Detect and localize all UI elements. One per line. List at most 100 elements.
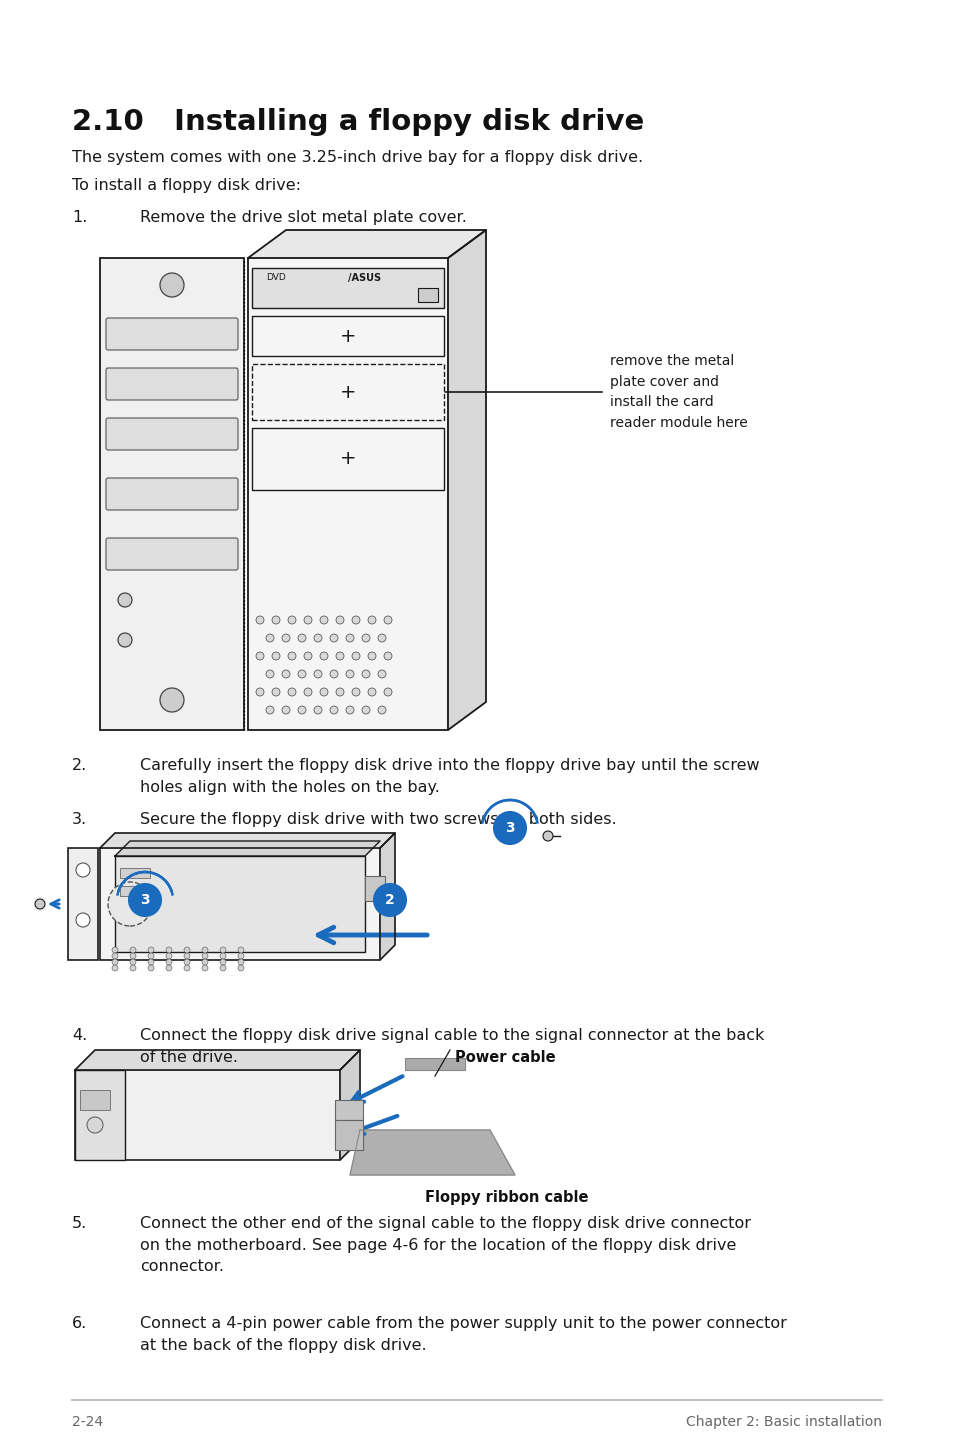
Text: 2: 2 bbox=[385, 893, 395, 907]
Circle shape bbox=[346, 706, 354, 715]
Circle shape bbox=[166, 948, 172, 953]
Text: DVD: DVD bbox=[266, 273, 286, 282]
FancyBboxPatch shape bbox=[252, 364, 443, 420]
Circle shape bbox=[118, 633, 132, 647]
Circle shape bbox=[148, 953, 153, 959]
Circle shape bbox=[319, 615, 328, 624]
FancyBboxPatch shape bbox=[100, 848, 379, 961]
Polygon shape bbox=[448, 230, 485, 731]
Circle shape bbox=[220, 959, 226, 965]
Circle shape bbox=[361, 670, 370, 677]
Text: 1.: 1. bbox=[71, 210, 88, 224]
Circle shape bbox=[112, 965, 118, 971]
Circle shape bbox=[542, 831, 553, 841]
Text: Carefully insert the floppy disk drive into the floppy drive bay until the screw: Carefully insert the floppy disk drive i… bbox=[140, 758, 759, 795]
Text: +: + bbox=[339, 383, 355, 401]
FancyBboxPatch shape bbox=[248, 257, 448, 731]
Circle shape bbox=[368, 615, 375, 624]
Circle shape bbox=[184, 948, 190, 953]
Circle shape bbox=[304, 687, 312, 696]
Text: remove the metal
plate cover and
install the card
reader module here: remove the metal plate cover and install… bbox=[609, 354, 747, 430]
Text: 6.: 6. bbox=[71, 1316, 87, 1332]
Circle shape bbox=[272, 615, 280, 624]
Text: 3: 3 bbox=[140, 893, 150, 907]
Circle shape bbox=[314, 670, 322, 677]
Circle shape bbox=[361, 706, 370, 715]
Text: Secure the floppy disk drive with two screws on both sides.: Secure the floppy disk drive with two sc… bbox=[140, 812, 616, 827]
Circle shape bbox=[266, 670, 274, 677]
Circle shape bbox=[346, 634, 354, 641]
FancyBboxPatch shape bbox=[75, 1070, 339, 1160]
Circle shape bbox=[282, 706, 290, 715]
Polygon shape bbox=[75, 1050, 359, 1070]
Circle shape bbox=[319, 651, 328, 660]
Text: 2.: 2. bbox=[71, 758, 87, 774]
Circle shape bbox=[304, 615, 312, 624]
Polygon shape bbox=[350, 1130, 515, 1175]
Circle shape bbox=[160, 687, 184, 712]
Circle shape bbox=[108, 881, 152, 926]
Circle shape bbox=[76, 913, 90, 928]
Text: Connect the other end of the signal cable to the floppy disk drive connector
on : Connect the other end of the signal cabl… bbox=[140, 1217, 750, 1274]
Circle shape bbox=[368, 687, 375, 696]
Text: Remove the drive slot metal plate cover.: Remove the drive slot metal plate cover. bbox=[140, 210, 466, 224]
Circle shape bbox=[166, 965, 172, 971]
Text: +: + bbox=[339, 326, 355, 345]
Circle shape bbox=[377, 634, 386, 641]
Polygon shape bbox=[379, 833, 395, 961]
Circle shape bbox=[335, 687, 344, 696]
Circle shape bbox=[220, 965, 226, 971]
Circle shape bbox=[319, 687, 328, 696]
Text: The system comes with one 3.25-inch drive bay for a floppy disk drive.: The system comes with one 3.25-inch driv… bbox=[71, 150, 642, 165]
Circle shape bbox=[335, 651, 344, 660]
Circle shape bbox=[288, 687, 295, 696]
Circle shape bbox=[282, 670, 290, 677]
FancyBboxPatch shape bbox=[120, 869, 150, 879]
Circle shape bbox=[220, 953, 226, 959]
Circle shape bbox=[184, 953, 190, 959]
Text: Connect a 4-pin power cable from the power supply unit to the power connector
at: Connect a 4-pin power cable from the pow… bbox=[140, 1316, 786, 1353]
Circle shape bbox=[184, 959, 190, 965]
Circle shape bbox=[237, 965, 244, 971]
Text: 4.: 4. bbox=[71, 1028, 87, 1043]
Circle shape bbox=[335, 615, 344, 624]
Circle shape bbox=[148, 965, 153, 971]
Polygon shape bbox=[248, 230, 485, 257]
Circle shape bbox=[494, 812, 525, 844]
Circle shape bbox=[35, 899, 45, 909]
FancyBboxPatch shape bbox=[106, 477, 237, 510]
Text: Floppy ribbon cable: Floppy ribbon cable bbox=[424, 1191, 588, 1205]
FancyBboxPatch shape bbox=[405, 1058, 464, 1070]
Circle shape bbox=[148, 959, 153, 965]
Circle shape bbox=[352, 687, 359, 696]
Text: Power cable: Power cable bbox=[455, 1050, 555, 1066]
Circle shape bbox=[384, 651, 392, 660]
Circle shape bbox=[129, 884, 161, 916]
Circle shape bbox=[314, 634, 322, 641]
FancyBboxPatch shape bbox=[335, 1120, 363, 1150]
Text: 5.: 5. bbox=[71, 1217, 87, 1231]
Circle shape bbox=[282, 634, 290, 641]
Circle shape bbox=[202, 965, 208, 971]
Circle shape bbox=[130, 948, 136, 953]
FancyBboxPatch shape bbox=[106, 318, 237, 349]
Text: 3: 3 bbox=[505, 821, 515, 835]
Circle shape bbox=[112, 948, 118, 953]
Circle shape bbox=[130, 953, 136, 959]
Circle shape bbox=[314, 706, 322, 715]
Circle shape bbox=[166, 959, 172, 965]
Circle shape bbox=[384, 615, 392, 624]
Text: Chapter 2: Basic installation: Chapter 2: Basic installation bbox=[685, 1415, 882, 1429]
Circle shape bbox=[330, 634, 337, 641]
Polygon shape bbox=[100, 833, 395, 848]
FancyBboxPatch shape bbox=[68, 848, 98, 961]
FancyBboxPatch shape bbox=[115, 856, 365, 952]
Circle shape bbox=[288, 651, 295, 660]
Circle shape bbox=[237, 953, 244, 959]
Circle shape bbox=[118, 592, 132, 607]
FancyBboxPatch shape bbox=[335, 1100, 363, 1120]
Circle shape bbox=[377, 670, 386, 677]
Circle shape bbox=[202, 953, 208, 959]
FancyBboxPatch shape bbox=[106, 418, 237, 450]
Circle shape bbox=[288, 615, 295, 624]
